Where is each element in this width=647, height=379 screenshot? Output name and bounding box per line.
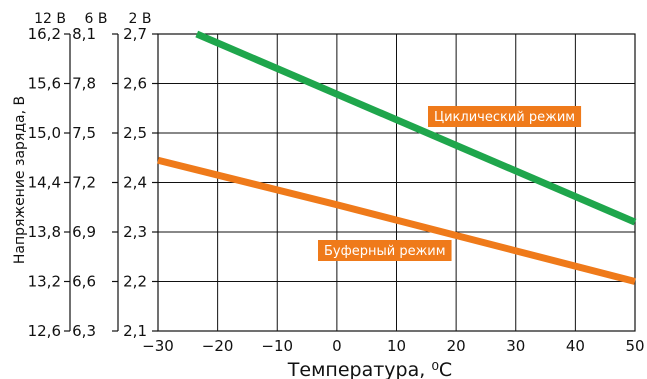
y-tick-label: 7,8 [72, 75, 96, 93]
y-tick-label: 8,1 [72, 25, 96, 43]
series-labels: Циклический режим Буферный режим [318, 106, 582, 261]
x-axis-title: Температура, ⁰С [287, 359, 452, 379]
buffer-mode-label-box [318, 240, 452, 261]
y-tick-label: 2,6 [123, 75, 147, 93]
x-tick-label: 40 [566, 337, 585, 355]
y-tick-label: 6,6 [72, 273, 96, 291]
y-tick-label: 2,3 [123, 223, 147, 241]
y-tick-label: 2,5 [123, 124, 147, 142]
x-tick-label: −20 [202, 337, 234, 355]
y-tick-label: 13,8 [28, 223, 61, 241]
x-tick-label: 10 [387, 337, 406, 355]
buffer-mode-line [157, 156, 636, 285]
series-group [157, 30, 637, 285]
y-tick-label: 2,1 [123, 322, 147, 340]
grid [157, 33, 636, 332]
y-axis-header: 12 В [34, 11, 66, 27]
y-tick-label: 12,6 [28, 322, 61, 340]
x-tick-label: 0 [332, 337, 342, 355]
y-tick-label: 2,2 [123, 273, 147, 291]
axes: −30 −20 −10 0 10 20 30 40 50 12 В 12,6 13,2 13,8 14,4… [28, 11, 645, 355]
y-tick-label: 14,4 [28, 174, 61, 192]
y-tick-label: 15,6 [28, 75, 61, 93]
cyclic-mode-label: Циклический режим [428, 106, 582, 127]
x-tick-label: −10 [261, 337, 293, 355]
cyclic-mode-label-text: Циклический режим [434, 110, 575, 125]
x-tick-label: −30 [142, 337, 174, 355]
x-tick-label: 20 [447, 337, 466, 355]
y-tick-label: 16,2 [28, 25, 61, 43]
x-tick-label: 30 [506, 337, 525, 355]
y-axis-title: Напряжение заряда, В [12, 96, 28, 264]
cyclic-mode-line [195, 30, 637, 226]
cyclic-mode-label-box [428, 106, 582, 127]
y-tick-label: 2,4 [123, 174, 147, 192]
buffer-mode-label-text: Буферный режим [324, 244, 446, 259]
x-tick-label: 50 [625, 337, 644, 355]
y-tick-label: 7,5 [72, 124, 96, 142]
y-tick-label: 6,9 [72, 223, 96, 241]
y-tick-label: 2,7 [123, 25, 147, 43]
buffer-mode-label: Буферный режим [318, 240, 452, 261]
y-tick-label: 7,2 [72, 174, 96, 192]
y-tick-label: 15,0 [28, 124, 61, 142]
y-tick-label: 6,3 [72, 322, 96, 340]
y-tick-label: 13,2 [28, 273, 61, 291]
y-axis-header: 2 В [129, 11, 152, 27]
y-axis-header: 6 В [85, 11, 108, 27]
